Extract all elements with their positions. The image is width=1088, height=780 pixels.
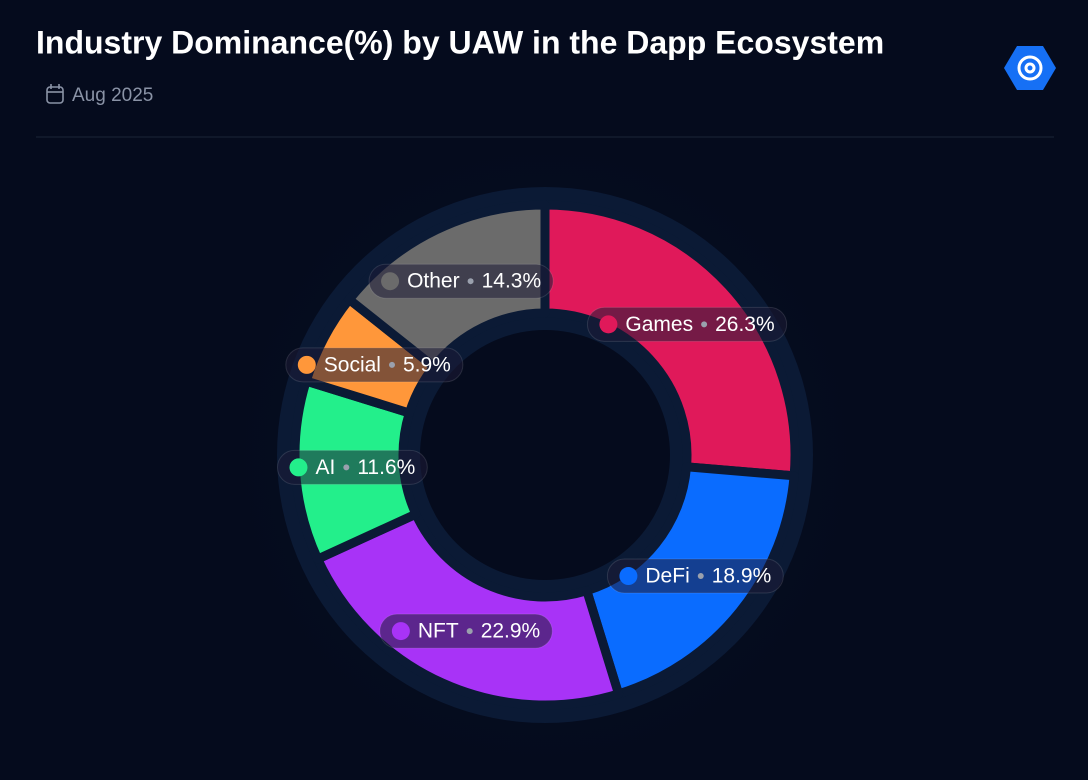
label-value: 5.9% <box>403 353 451 376</box>
label-value: 14.3% <box>482 270 542 293</box>
data-label: NFT 22.9% <box>379 613 553 649</box>
segment <box>313 509 624 710</box>
label-category: Games <box>625 313 693 336</box>
label-category: DeFi <box>645 565 689 588</box>
label-separator <box>343 464 350 471</box>
logo <box>1004 46 1056 90</box>
label-pill <box>276 449 428 485</box>
label-category: Social <box>324 353 381 376</box>
donut-hole <box>420 330 670 580</box>
chart-title: Industry Dominance(%) by UAW in the Dapp… <box>36 24 884 60</box>
label-category: AI <box>315 456 335 479</box>
data-label: DeFi 18.9% <box>606 558 784 594</box>
labels: Games 26.3% DeFi 18.9% NFT 22.9% AI 11.6% Social… <box>276 263 788 649</box>
label-value: 26.3% <box>715 313 775 336</box>
label-dot <box>599 315 618 334</box>
label-separator <box>697 573 704 580</box>
label-separator <box>467 278 474 285</box>
label-pill <box>368 263 554 299</box>
label-dot <box>297 355 316 374</box>
label-pill <box>586 306 788 342</box>
label-pill <box>285 347 464 383</box>
data-label: Social 5.9% <box>285 347 464 383</box>
label-separator <box>466 628 473 635</box>
data-label: AI 11.6% <box>276 449 428 485</box>
label-separator <box>388 361 395 368</box>
data-label: Games 26.3% <box>586 306 788 342</box>
label-dot <box>619 567 638 586</box>
calendar-icon <box>46 84 64 104</box>
label-value: 22.9% <box>481 620 541 643</box>
label-dot <box>381 272 400 291</box>
label-pill <box>379 613 553 649</box>
data-label: Other 14.3% <box>368 263 554 299</box>
label-value: 18.9% <box>712 565 772 588</box>
label-separator <box>701 321 708 328</box>
label-dot <box>391 622 410 641</box>
label-value: 11.6% <box>357 456 415 479</box>
label-category: NFT <box>418 620 459 643</box>
label-dot <box>289 458 308 477</box>
label-pill <box>606 558 784 594</box>
label-category: Other <box>407 270 460 293</box>
chart-subtitle: Aug 2025 <box>72 85 153 106</box>
